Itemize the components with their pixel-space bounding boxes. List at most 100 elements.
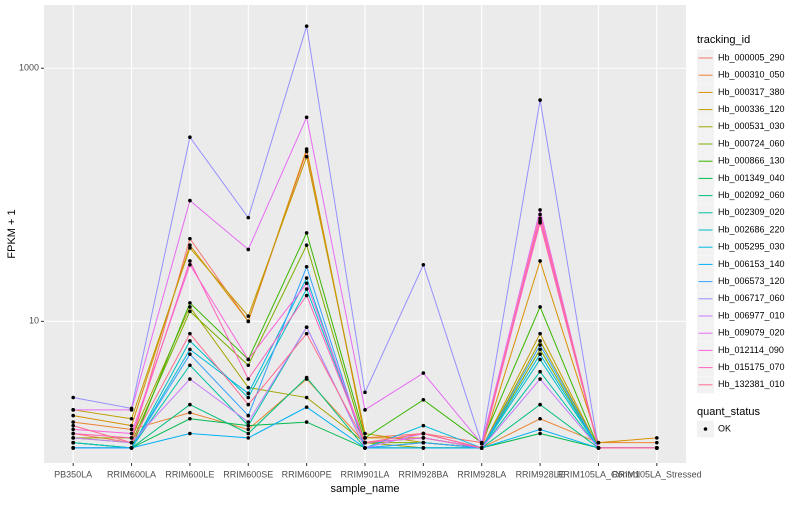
data-point <box>246 377 251 381</box>
legend-label: Hb_005295_030 <box>718 242 785 252</box>
data-point <box>188 135 192 140</box>
data-point <box>188 352 192 357</box>
data-point <box>246 319 251 324</box>
data-point <box>246 427 251 432</box>
legend-label: Hb_132381_010 <box>718 379 785 389</box>
data-point <box>538 339 542 343</box>
data-point <box>71 427 75 432</box>
data-point <box>71 420 75 424</box>
data-point <box>71 423 75 428</box>
data-point <box>538 347 542 352</box>
data-point <box>188 416 192 421</box>
legend-label: Hb_015175_070 <box>718 362 785 372</box>
data-point <box>304 287 309 291</box>
data-point <box>304 325 309 329</box>
legend-label: Hb_006153_140 <box>718 259 785 269</box>
data-point <box>129 431 134 436</box>
data-point <box>129 427 134 432</box>
data-point <box>538 402 542 407</box>
data-point <box>188 259 192 263</box>
data-point <box>246 413 251 418</box>
data-point <box>421 446 426 450</box>
legend-point <box>703 427 708 431</box>
data-point <box>538 259 542 263</box>
y-axis-title: FPKM + 1 <box>6 209 18 258</box>
data-point <box>246 436 251 440</box>
data-point <box>246 357 251 362</box>
legend-label: Hb_002686_220 <box>718 224 785 234</box>
legend-label: Hb_002092_060 <box>718 190 785 200</box>
data-point <box>71 431 75 436</box>
data-point <box>538 431 542 436</box>
legend-label: Hb_000005_290 <box>718 52 785 62</box>
x-tick-label: RRIM928BA <box>398 469 448 479</box>
x-tick-label: RRIM928LA <box>457 469 506 479</box>
data-point <box>304 420 309 424</box>
data-point <box>246 247 251 252</box>
data-point <box>188 339 192 343</box>
legend-label: Hb_001349_040 <box>718 173 785 183</box>
data-point <box>304 395 309 400</box>
data-point <box>363 408 367 412</box>
x-axis-title: sample_name <box>330 483 399 495</box>
data-point <box>538 219 542 223</box>
legend-label: Hb_009079_020 <box>718 328 785 338</box>
data-point <box>538 377 542 381</box>
data-point <box>188 301 192 305</box>
data-point <box>304 276 309 280</box>
data-point <box>246 423 251 428</box>
data-point <box>538 416 542 421</box>
data-point <box>304 24 309 28</box>
data-point <box>538 305 542 309</box>
legend-title: tracking_id <box>697 34 750 46</box>
data-point <box>655 440 659 445</box>
data-point <box>538 343 542 347</box>
data-point <box>246 314 251 318</box>
data-point <box>129 416 134 421</box>
data-point <box>246 391 251 396</box>
data-point <box>363 431 367 436</box>
data-point <box>421 371 426 375</box>
data-point <box>363 390 367 395</box>
x-tick-label: RRIM105LA_Control <box>557 469 640 479</box>
data-point <box>538 212 542 217</box>
x-tick-label: PB350LA <box>54 469 92 479</box>
data-point <box>246 215 251 220</box>
data-point <box>538 357 542 362</box>
data-point <box>71 440 75 445</box>
data-point <box>188 305 192 309</box>
data-point <box>304 331 309 336</box>
legend-label: Hb_006977_010 <box>718 310 785 320</box>
data-point <box>188 243 192 247</box>
data-point <box>363 440 367 445</box>
data-point <box>538 369 542 374</box>
data-point <box>71 408 75 412</box>
x-tick-label: RRIM928LE <box>516 469 565 479</box>
data-point <box>304 243 309 247</box>
data-point <box>188 198 192 203</box>
data-point <box>655 446 659 450</box>
data-point <box>479 446 484 450</box>
data-point <box>304 293 309 298</box>
data-point <box>421 397 426 402</box>
x-tick-label: RRIM105LA_Stressed <box>612 469 702 479</box>
legend-label: Hb_000724_060 <box>718 138 785 148</box>
data-point <box>304 154 309 159</box>
legend-label: Hb_000866_130 <box>718 156 785 166</box>
data-point <box>188 331 192 336</box>
data-point <box>188 236 192 241</box>
data-point <box>596 446 601 450</box>
data-point <box>188 377 192 381</box>
data-point <box>538 98 542 102</box>
data-point <box>304 264 309 269</box>
y-tick-label: 10 <box>29 316 39 326</box>
legend-label: Hb_000336_120 <box>718 104 785 114</box>
data-point <box>71 436 75 440</box>
data-point <box>188 309 192 314</box>
data-point <box>188 431 192 436</box>
data-point <box>129 408 134 412</box>
legend-label: Hb_012114_090 <box>718 345 784 355</box>
data-point <box>129 423 134 428</box>
